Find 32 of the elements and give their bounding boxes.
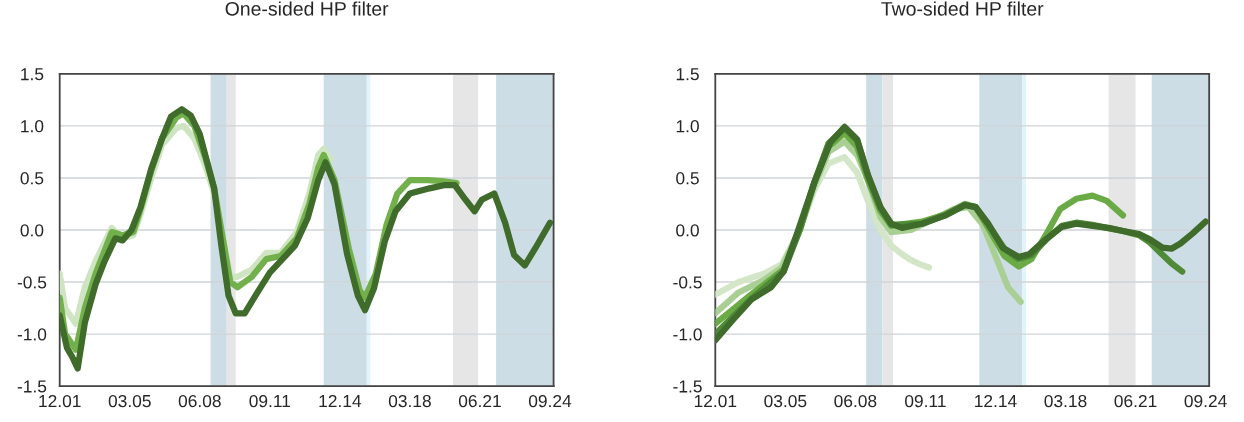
x-tick-label: 09.24 (528, 394, 572, 408)
x-tick-label: 12.14 (975, 394, 1017, 408)
y-tick-label: -0.5 (673, 276, 702, 289)
y-tick-label: 0.0 (676, 224, 699, 237)
y-tick-label: 1.0 (21, 120, 44, 133)
y-tick-label: 0.0 (20, 224, 44, 237)
x-tick-label: 03.18 (388, 394, 431, 408)
x-tick-label: 06.21 (1114, 394, 1157, 408)
x-tick-label: 09.11 (249, 394, 291, 408)
x-tick-label: 12.01 (39, 394, 81, 408)
y-tick-label: -1.0 (17, 328, 47, 341)
x-tick-label: 03.05 (108, 394, 151, 408)
y-tick-label: -1.0 (673, 328, 702, 341)
chart-title: One-sided HP filter (225, 1, 389, 16)
y-tick-label: 0.5 (20, 172, 44, 185)
y-tick-label: 1.0 (676, 120, 699, 133)
x-tick-label: 03.18 (1044, 394, 1087, 408)
x-tick-label: 09.11 (905, 394, 946, 408)
y-tick-label: 0.5 (676, 172, 699, 185)
x-tick-label: 12.01 (694, 394, 737, 408)
y-tick-label: 1.5 (21, 68, 44, 81)
y-tick-label: -1.5 (673, 380, 702, 393)
x-tick-label: 06.21 (458, 394, 501, 408)
x-tick-label: 06.08 (178, 394, 221, 408)
x-tick-label: 12.14 (319, 394, 362, 408)
chart-title: Two-sided HP filter (881, 1, 1044, 16)
x-tick-label: 06.08 (834, 394, 877, 408)
x-tick-label: 09.24 (1184, 394, 1227, 408)
x-tick-label: 03.05 (764, 394, 807, 408)
y-tick-label: -1.5 (17, 380, 47, 393)
y-tick-label: 1.5 (676, 68, 699, 81)
y-tick-label: -0.5 (17, 276, 47, 289)
